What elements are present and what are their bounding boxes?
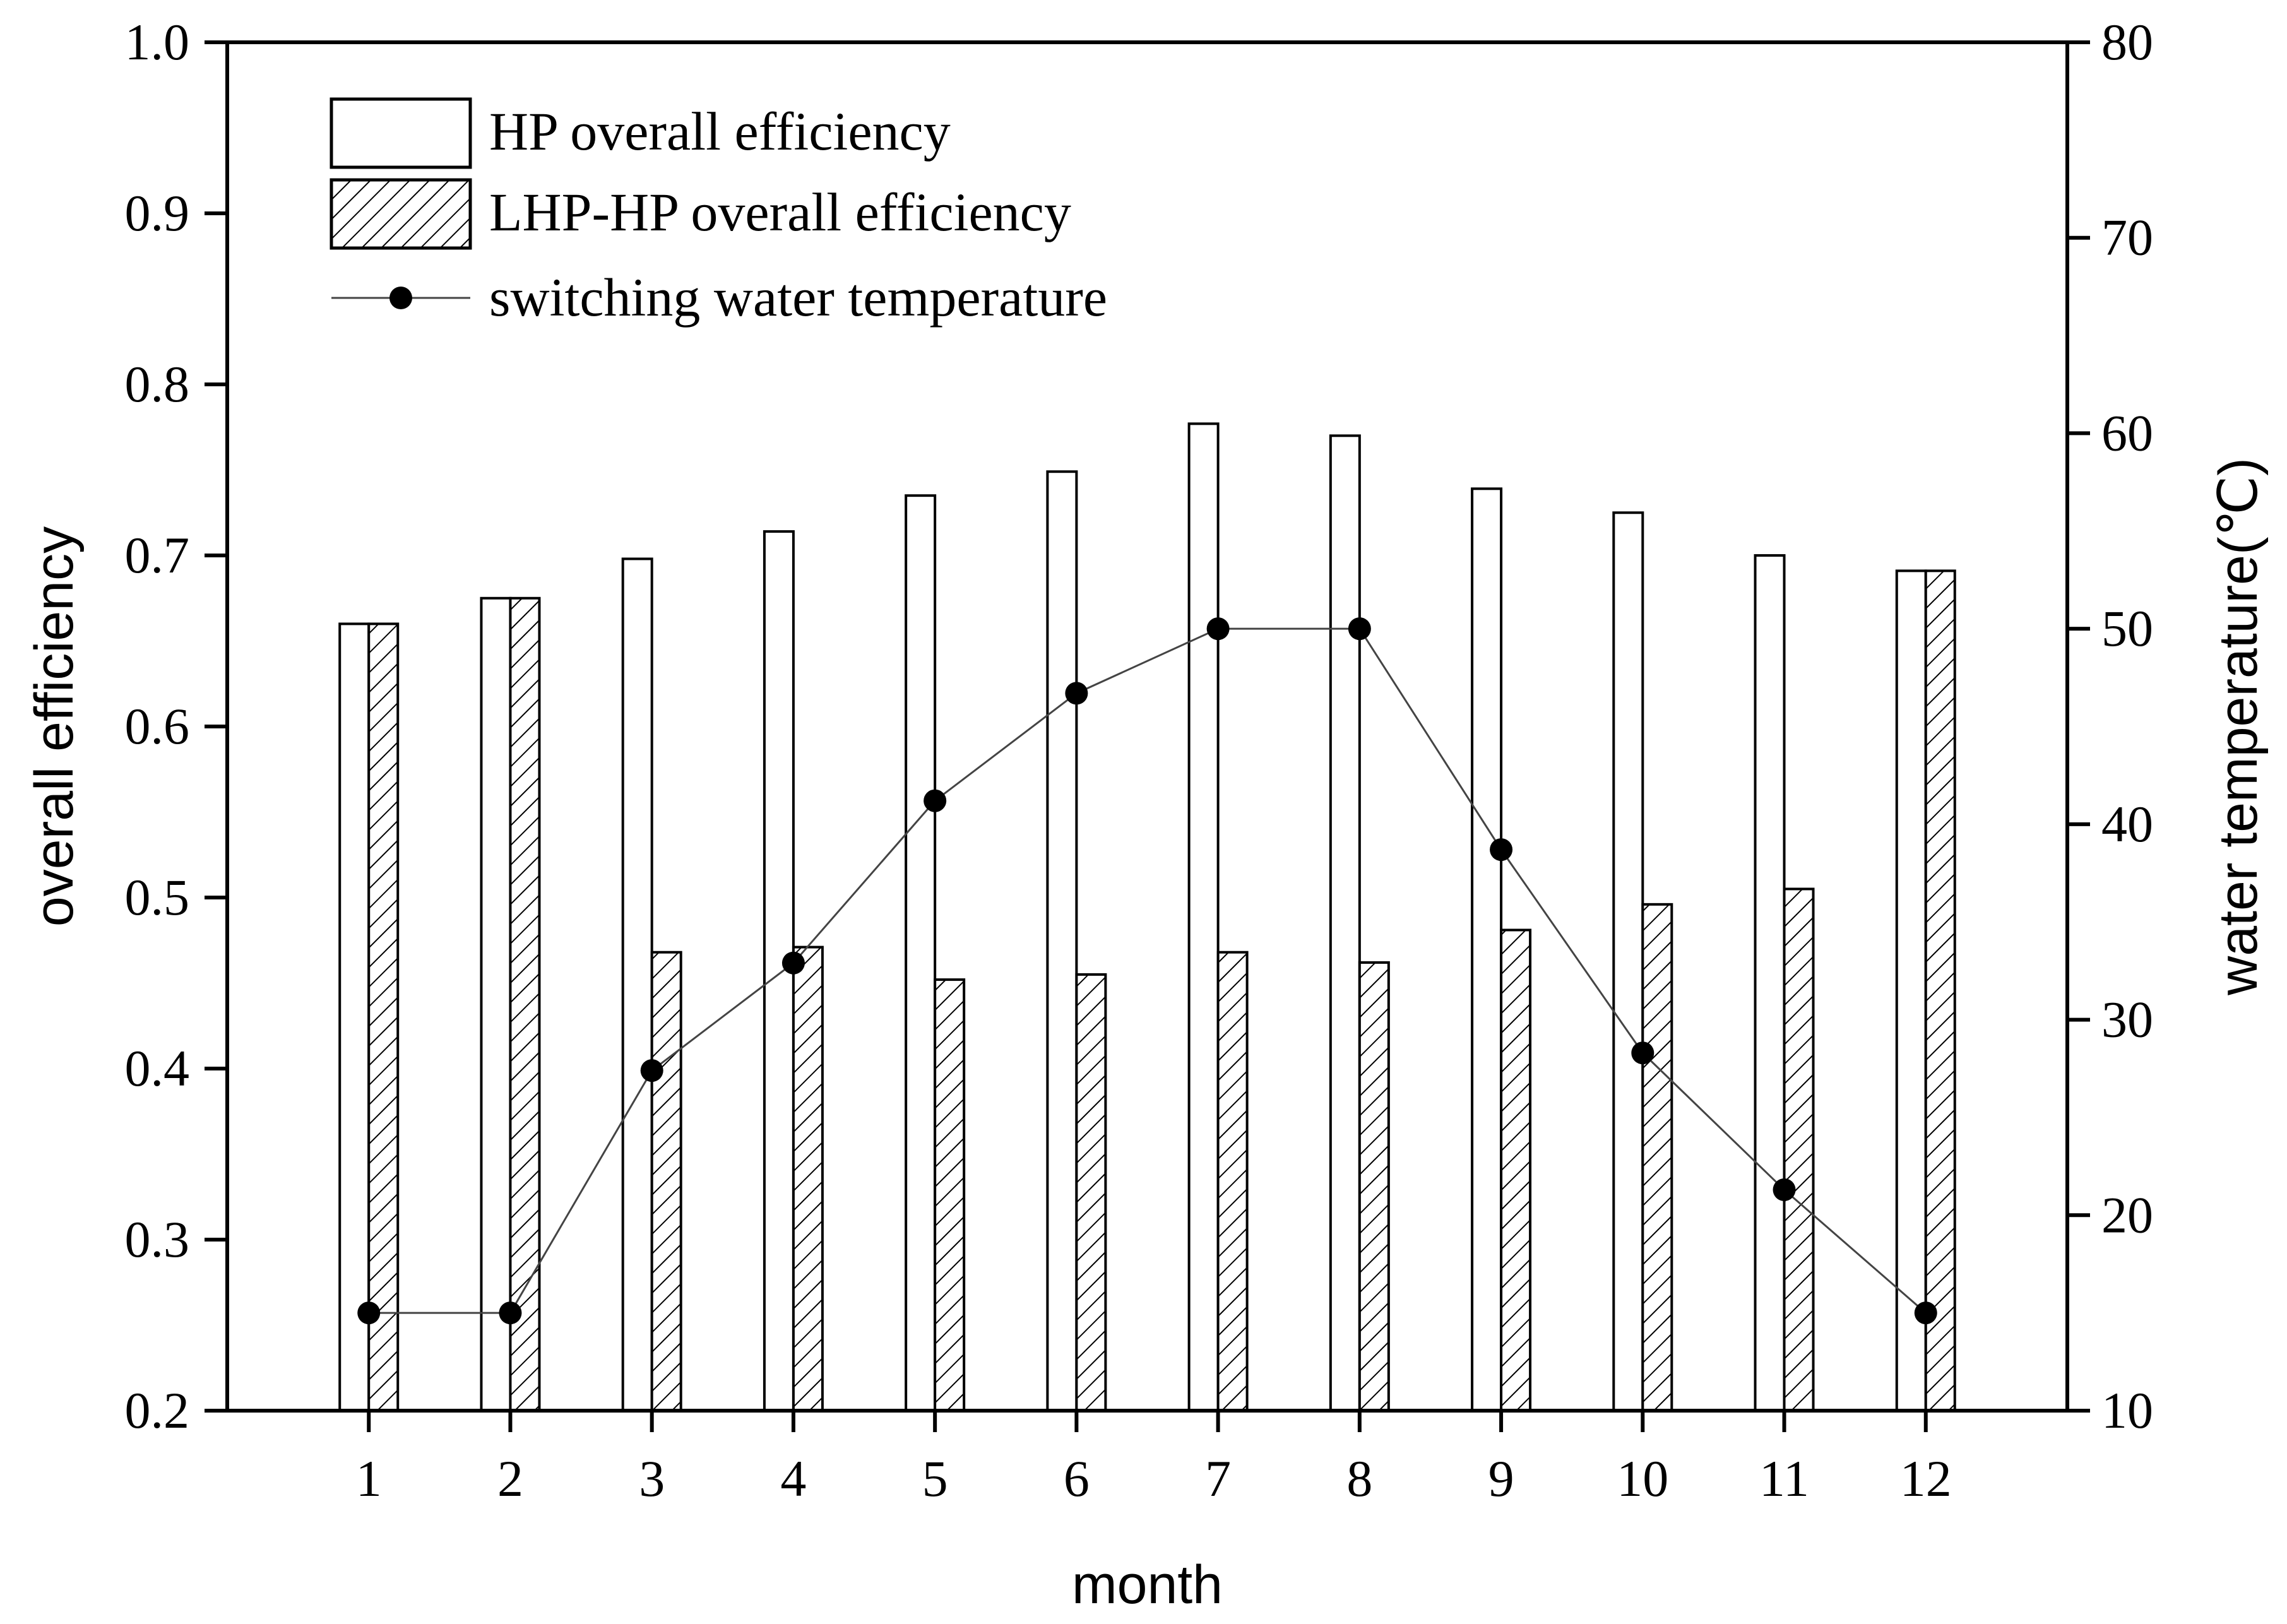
- hp-bar-3: [621, 557, 653, 1412]
- x-tick-label: 4: [780, 1450, 806, 1507]
- y2-tick-label: 60: [2101, 404, 2153, 461]
- hp-bar-1: [338, 622, 371, 1412]
- lhp-hp-bar-6: [1075, 973, 1107, 1412]
- temperature-point-5: [924, 789, 947, 812]
- x-tick-label: 11: [1759, 1450, 1809, 1507]
- hp-bar-6: [1046, 470, 1078, 1413]
- lhp-hp-bar-1: [367, 622, 400, 1412]
- y2-tick-label: 10: [2101, 1382, 2153, 1439]
- hp-bar-5: [905, 494, 937, 1412]
- lhp-hp-bar-4: [792, 945, 824, 1412]
- lhp-hp-bar-7: [1216, 951, 1249, 1412]
- switching-water-temperature-line: [369, 627, 1927, 1314]
- temperature-point-8: [1348, 617, 1371, 641]
- temperature-point-6: [1065, 682, 1088, 705]
- y2-tick-label: 80: [2101, 13, 2153, 71]
- lhp-hp-bar-10: [1641, 903, 1673, 1412]
- temperature-point-4: [781, 951, 805, 975]
- x-tick-label: 10: [1617, 1450, 1668, 1507]
- lhp-hp-bar-8: [1358, 961, 1390, 1412]
- x-tick-label: 12: [1900, 1450, 1952, 1507]
- y-axis-title: overall efficiency: [24, 526, 85, 927]
- hp-bar-2: [480, 596, 512, 1412]
- lhp-hp-bar-11: [1783, 887, 1815, 1412]
- x-tick-label: 8: [1346, 1450, 1372, 1507]
- y-tick-label: 0.3: [125, 1211, 190, 1268]
- temperature-point-10: [1631, 1041, 1654, 1065]
- y-tick-label: 0.6: [125, 697, 190, 755]
- x-tick-label: 5: [922, 1450, 948, 1507]
- temperature-point-1: [357, 1301, 381, 1325]
- y-tick-label: 0.4: [125, 1040, 190, 1097]
- x-tick-label: 7: [1205, 1450, 1231, 1507]
- hp-bar-9: [1471, 487, 1503, 1412]
- y-tick-label: 0.9: [125, 184, 190, 242]
- y-tick-label: 1.0: [125, 13, 190, 71]
- temperature-point-9: [1490, 838, 1513, 862]
- y2-tick-label: 50: [2101, 600, 2153, 657]
- x-tick-label: 3: [639, 1450, 665, 1507]
- x-axis-title: month: [1072, 1555, 1223, 1615]
- y2-tick-label: 40: [2101, 795, 2153, 853]
- lhp-hp-bar-9: [1500, 928, 1532, 1412]
- y-tick-label: 0.2: [125, 1382, 190, 1439]
- lhp-hp-bar-3: [650, 951, 682, 1412]
- x-tick-label: 6: [1064, 1450, 1090, 1507]
- y2-tick-label: 70: [2101, 209, 2153, 266]
- x-tick-label: 1: [356, 1450, 382, 1507]
- temperature-point-3: [640, 1059, 663, 1082]
- y2-tick-label: 20: [2101, 1186, 2153, 1243]
- hp-bar-7: [1187, 422, 1220, 1413]
- hp-bar-10: [1612, 511, 1644, 1412]
- y-tick-label: 0.5: [125, 868, 190, 926]
- x-tick-label: 2: [497, 1450, 523, 1507]
- legend-label-lhp-hp: LHP-HP overall efficiency: [489, 182, 1071, 242]
- legend-label-temperature: switching water temperature: [489, 267, 1107, 328]
- legend-label-hp: HP overall efficiency: [489, 101, 951, 162]
- lhp-hp-bar-5: [934, 978, 966, 1412]
- y2-tick-label: 30: [2101, 991, 2153, 1048]
- y-tick-label: 0.7: [125, 526, 190, 584]
- x-tick-label: 9: [1488, 1450, 1514, 1507]
- hp-bar-8: [1329, 434, 1361, 1412]
- lhp-hp-bar-12: [1924, 569, 1956, 1412]
- hp-bar-11: [1754, 554, 1786, 1412]
- temperature-point-7: [1206, 617, 1230, 641]
- temperature-point-2: [499, 1301, 522, 1325]
- hp-bar-12: [1895, 569, 1927, 1412]
- temperature-point-11: [1773, 1178, 1796, 1202]
- legend-swatch-temperature-marker: [389, 287, 412, 309]
- legend-swatch-hp: [330, 97, 472, 169]
- temperature-point-12: [1914, 1301, 1937, 1325]
- y-tick-label: 0.8: [125, 355, 190, 413]
- y2-axis-title: water temperature(℃): [2208, 458, 2269, 996]
- legend-swatch-lhp-hp: [330, 178, 472, 250]
